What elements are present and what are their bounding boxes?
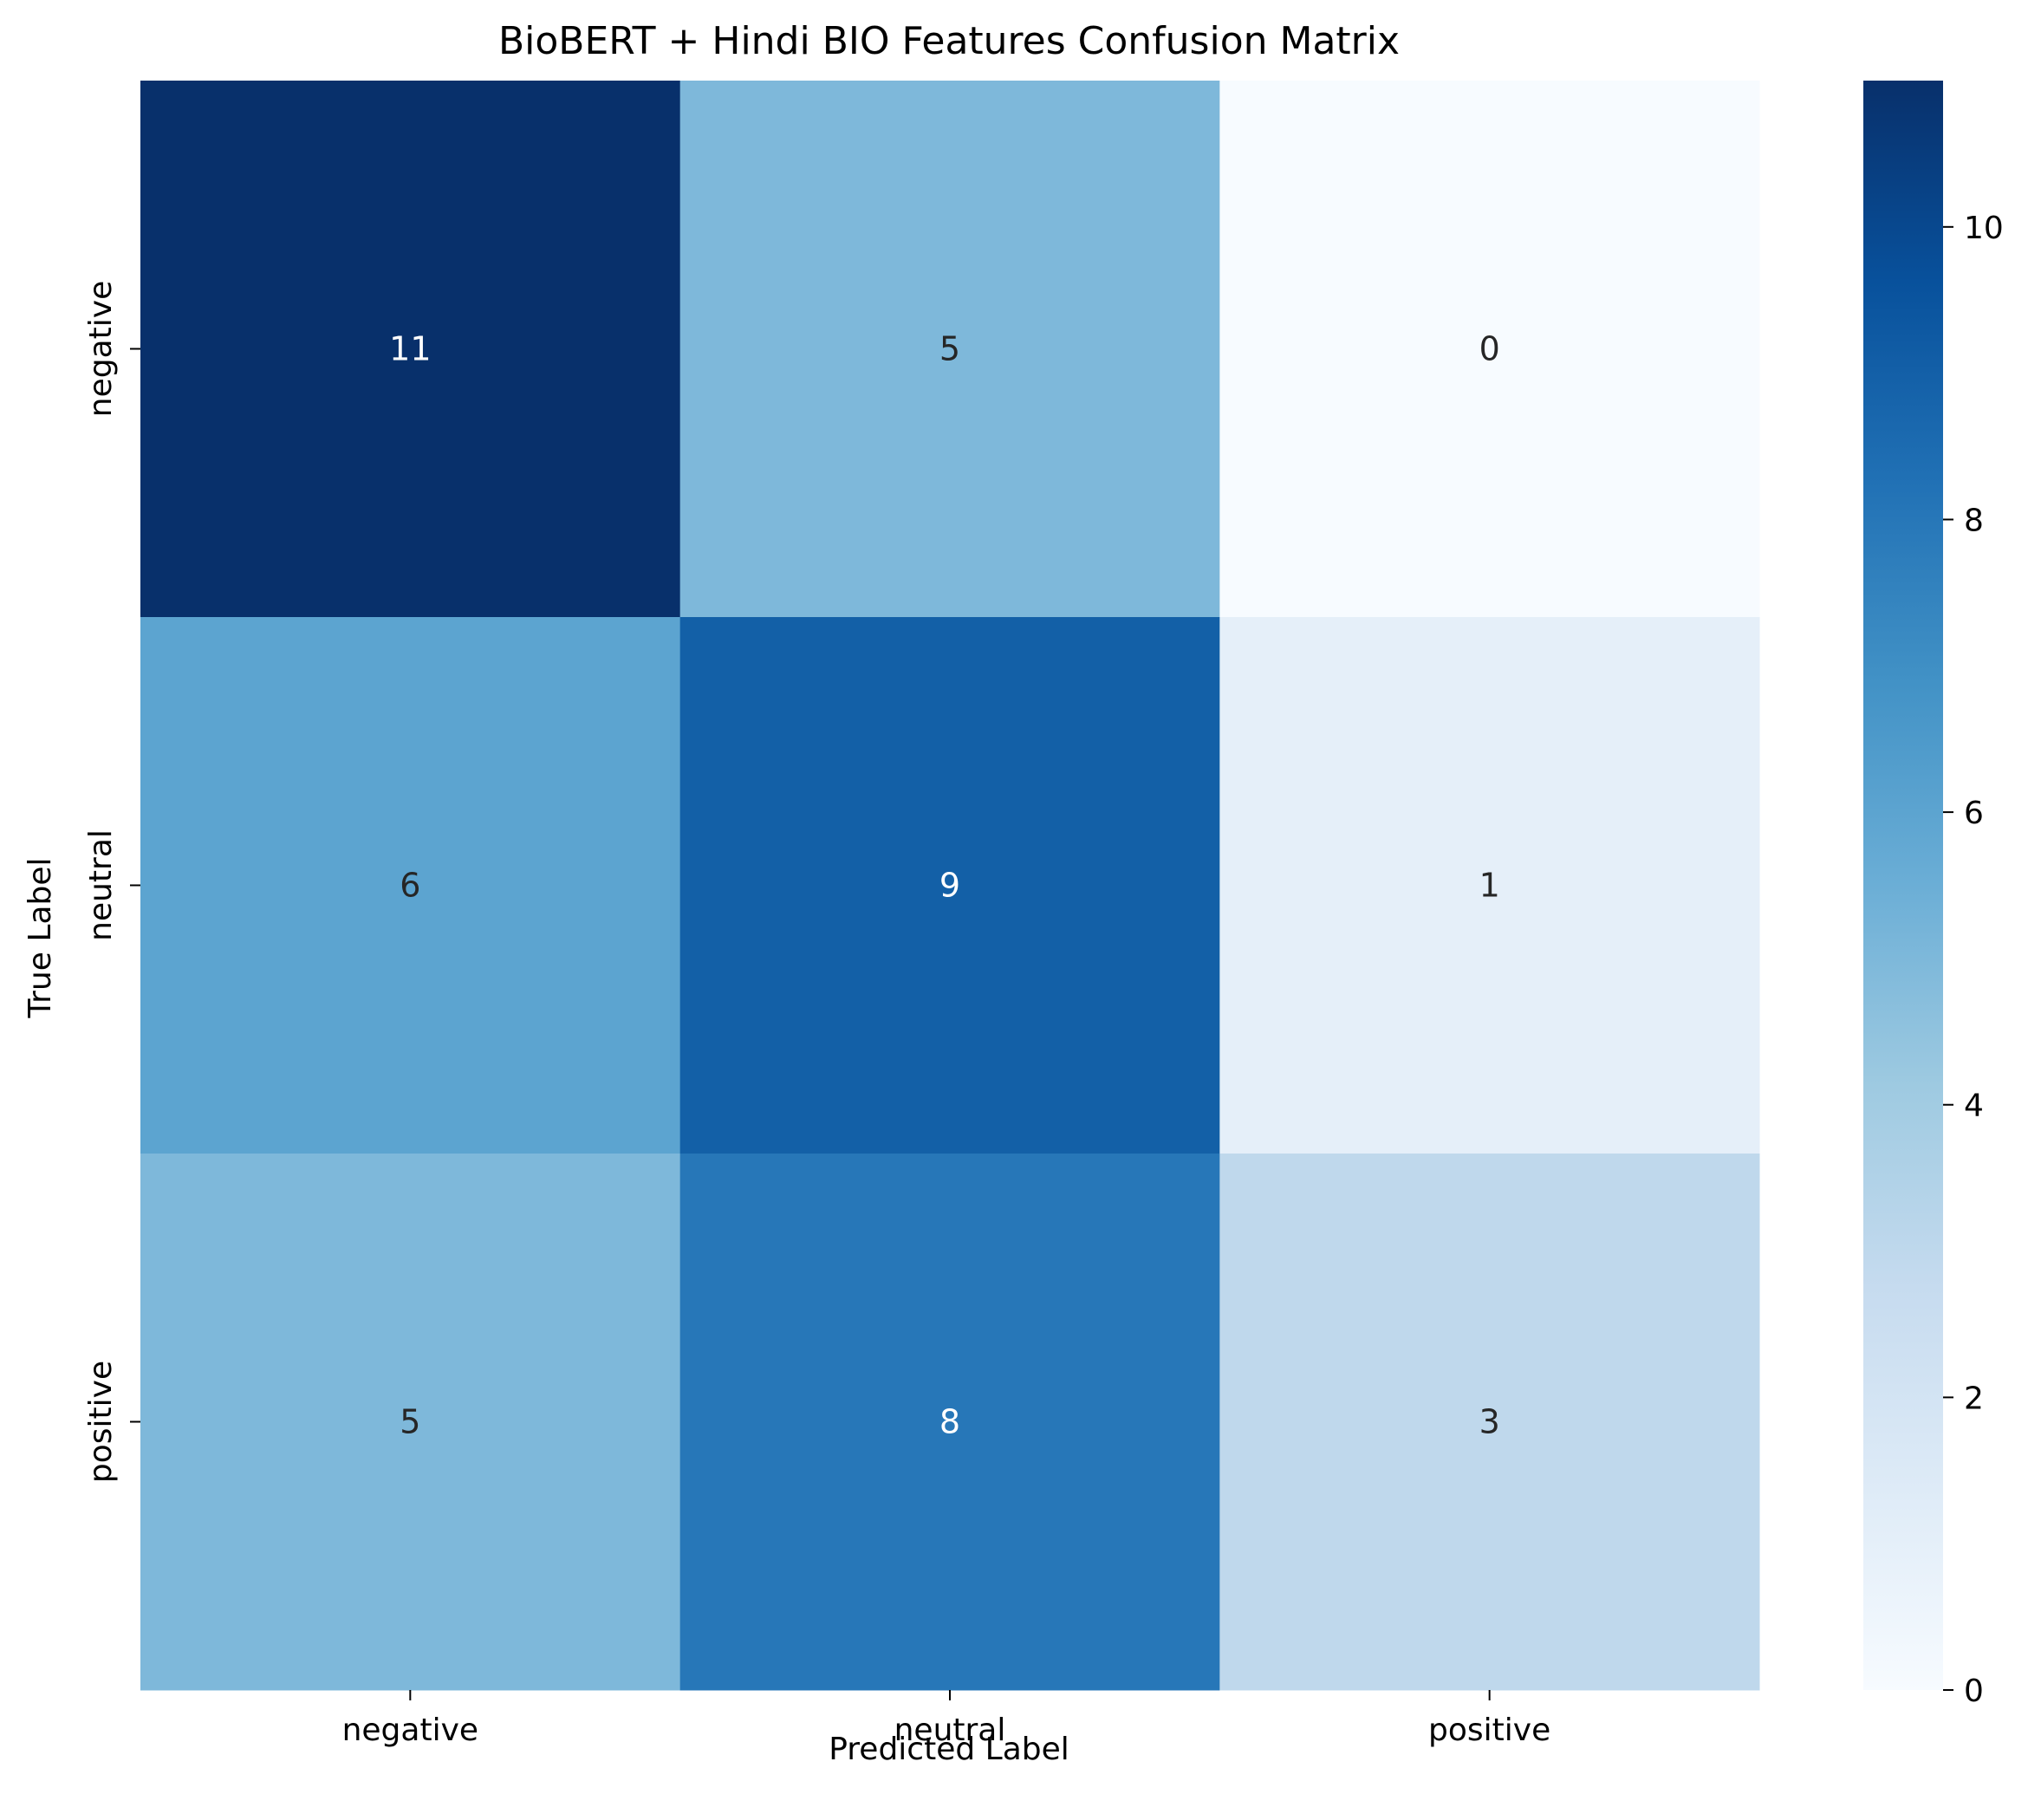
heatmap-cell: [140, 617, 681, 1154]
cell-value-label: 3: [1479, 1403, 1500, 1441]
cell-value-label: 5: [400, 1403, 420, 1441]
cell-value-label: 9: [939, 867, 960, 905]
y-tick-label: positive: [83, 1361, 119, 1483]
heatmap-cell: [679, 1154, 1220, 1691]
heatmap-cell: [140, 81, 681, 618]
chart-title: BioBERT + Hindi BIO Features Confusion M…: [498, 19, 1400, 63]
colorbar-tick-label: 0: [1964, 1674, 1984, 1709]
cell-value-label: 1: [1479, 867, 1500, 905]
cell-value-label: 0: [1479, 330, 1500, 368]
cell-value-label: 8: [939, 1403, 960, 1441]
heatmap-cell: [679, 81, 1220, 618]
cell-value-label: 5: [939, 330, 960, 368]
x-axis-label: Predicted Label: [829, 1732, 1069, 1767]
heatmap-cell: [1219, 617, 1760, 1154]
colorbar-tick-label: 4: [1964, 1089, 1984, 1124]
y-tick-label: negative: [83, 281, 119, 417]
heatmap-cell-labels: 11 5 0 6 9 1 5 8 3: [389, 330, 1500, 1441]
y-tick-label: neutral: [83, 829, 119, 941]
heatmap-cell: [1219, 81, 1760, 618]
heatmap-cell: [679, 617, 1220, 1154]
cell-value-label: 11: [389, 330, 431, 368]
colorbar-tick-label: 2: [1964, 1381, 1984, 1416]
heatmap-cells: [140, 81, 1760, 1691]
x-tick-label: neutral: [894, 1713, 1006, 1748]
heatmap-cell: [140, 1154, 681, 1691]
colorbar-tick-label: 10: [1964, 211, 2004, 246]
colorbar-tick-label: 8: [1964, 503, 1984, 538]
y-axis-label: True Label: [23, 857, 58, 1018]
cell-value-label: 6: [400, 867, 420, 905]
x-tick-label: negative: [342, 1713, 478, 1748]
x-axis: negative neutral positive: [342, 1690, 1550, 1748]
x-tick-label: positive: [1428, 1713, 1550, 1748]
y-axis: negative neutral positive: [83, 281, 140, 1483]
colorbar: [1863, 81, 1943, 1690]
colorbar-tick-label: 6: [1964, 796, 1984, 831]
colorbar-ticks: 0 2 4 6 8 10: [1943, 211, 2004, 1709]
heatmap-cell: [1219, 1154, 1760, 1691]
